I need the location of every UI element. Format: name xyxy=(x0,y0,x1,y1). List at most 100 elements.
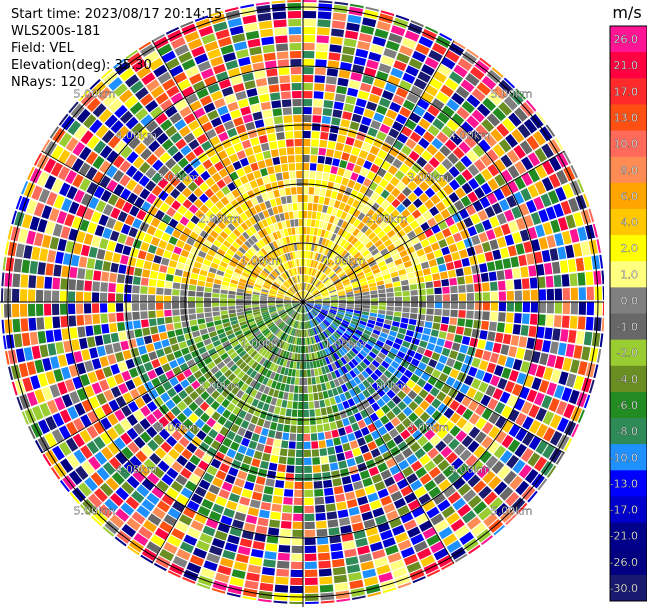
velocity-cell xyxy=(209,545,223,556)
velocity-cell xyxy=(167,145,179,157)
velocity-cell xyxy=(372,329,381,336)
velocity-cell xyxy=(250,162,259,172)
velocity-cell xyxy=(351,248,359,257)
velocity-cell xyxy=(236,291,244,296)
velocity-cell xyxy=(164,411,176,422)
velocity-cell xyxy=(334,265,341,273)
velocity-cell xyxy=(205,147,216,158)
velocity-cell xyxy=(273,281,281,287)
velocity-cell xyxy=(534,180,547,195)
velocity-cell xyxy=(407,203,417,214)
velocity-cell xyxy=(132,376,143,387)
velocity-cell xyxy=(129,205,140,217)
velocity-cell xyxy=(421,355,430,365)
velocity-cell xyxy=(334,395,342,404)
velocity-cell xyxy=(488,475,502,490)
velocity-cell xyxy=(124,214,135,226)
velocity-cell xyxy=(212,293,220,298)
velocity-cell xyxy=(338,348,346,356)
velocity-cell xyxy=(278,321,285,329)
velocity-cell xyxy=(418,289,426,296)
velocity-cell xyxy=(61,393,73,408)
velocity-cell xyxy=(107,413,119,426)
velocity-cell xyxy=(369,541,384,552)
velocity-cell xyxy=(541,143,554,159)
velocity-cell xyxy=(231,340,240,348)
velocity-cell xyxy=(376,131,387,142)
velocity-cell xyxy=(118,264,127,274)
velocity-cell xyxy=(161,232,171,242)
velocity-cell xyxy=(312,336,317,344)
velocity-cell xyxy=(279,247,285,255)
velocity-cell xyxy=(321,116,331,125)
velocity-cell xyxy=(245,199,254,209)
velocity-cell xyxy=(343,169,352,179)
velocity-cell xyxy=(279,229,285,238)
velocity-cell xyxy=(329,291,337,295)
velocity-cell xyxy=(381,200,390,210)
velocity-cell xyxy=(288,211,294,220)
velocity-cell xyxy=(362,249,370,257)
velocity-cell xyxy=(361,288,370,293)
velocity-cell xyxy=(409,313,418,320)
velocity-cell xyxy=(285,270,291,278)
velocity-cell xyxy=(304,313,306,321)
velocity-cell xyxy=(114,409,126,422)
velocity-cell xyxy=(2,256,7,271)
velocity-cell xyxy=(367,492,379,503)
velocity-cell xyxy=(222,409,232,419)
velocity-cell xyxy=(100,68,113,80)
velocity-cell xyxy=(253,267,261,274)
velocity-cell xyxy=(424,479,437,492)
colorbar-tick-label: 4.0 xyxy=(621,216,639,229)
velocity-cell xyxy=(230,320,239,326)
velocity-cell xyxy=(193,107,206,119)
velocity-cell xyxy=(242,595,257,601)
velocity-cell xyxy=(350,189,359,199)
velocity-cell xyxy=(292,345,297,353)
velocity-cell xyxy=(244,293,252,297)
velocity-cell xyxy=(236,347,244,355)
velocity-cell xyxy=(507,439,521,453)
velocity-cell xyxy=(87,371,98,384)
velocity-cell xyxy=(351,318,360,323)
velocity-cell xyxy=(501,367,512,380)
velocity-cell xyxy=(409,131,422,143)
velocity-cell xyxy=(335,175,343,184)
velocity-cell xyxy=(295,267,299,275)
velocity-cell xyxy=(219,230,229,240)
velocity-cell xyxy=(361,142,372,152)
velocity-cell xyxy=(269,334,276,342)
velocity-cell xyxy=(233,116,244,127)
velocity-cell xyxy=(273,373,280,381)
velocity-cell xyxy=(167,330,176,338)
velocity-cell xyxy=(280,341,286,349)
velocity-cell xyxy=(469,130,483,143)
velocity-cell xyxy=(314,296,322,299)
velocity-cell xyxy=(428,466,441,479)
velocity-cell xyxy=(490,311,498,322)
velocity-cell xyxy=(1,272,5,287)
elevation-label: Elevation(deg): 35.30 xyxy=(11,58,152,73)
velocity-cell xyxy=(318,285,325,291)
velocity-cell xyxy=(547,190,560,205)
velocity-cell xyxy=(446,98,460,112)
velocity-cell xyxy=(224,325,233,332)
velocity-cell xyxy=(228,153,239,164)
velocity-cell xyxy=(133,409,145,422)
velocity-cell xyxy=(480,154,493,167)
velocity-cell xyxy=(286,280,292,287)
velocity-cell xyxy=(194,486,207,498)
velocity-cell xyxy=(270,312,278,317)
velocity-cell xyxy=(533,251,543,264)
velocity-cell xyxy=(394,337,403,345)
velocity-cell xyxy=(209,10,224,17)
velocity-cell xyxy=(212,477,224,488)
velocity-cell xyxy=(433,70,447,83)
velocity-cell xyxy=(282,314,289,321)
velocity-cell xyxy=(426,569,441,578)
velocity-cell xyxy=(213,143,224,154)
velocity-cell xyxy=(290,569,303,577)
velocity-cell xyxy=(389,101,402,113)
velocity-cell xyxy=(261,258,268,266)
